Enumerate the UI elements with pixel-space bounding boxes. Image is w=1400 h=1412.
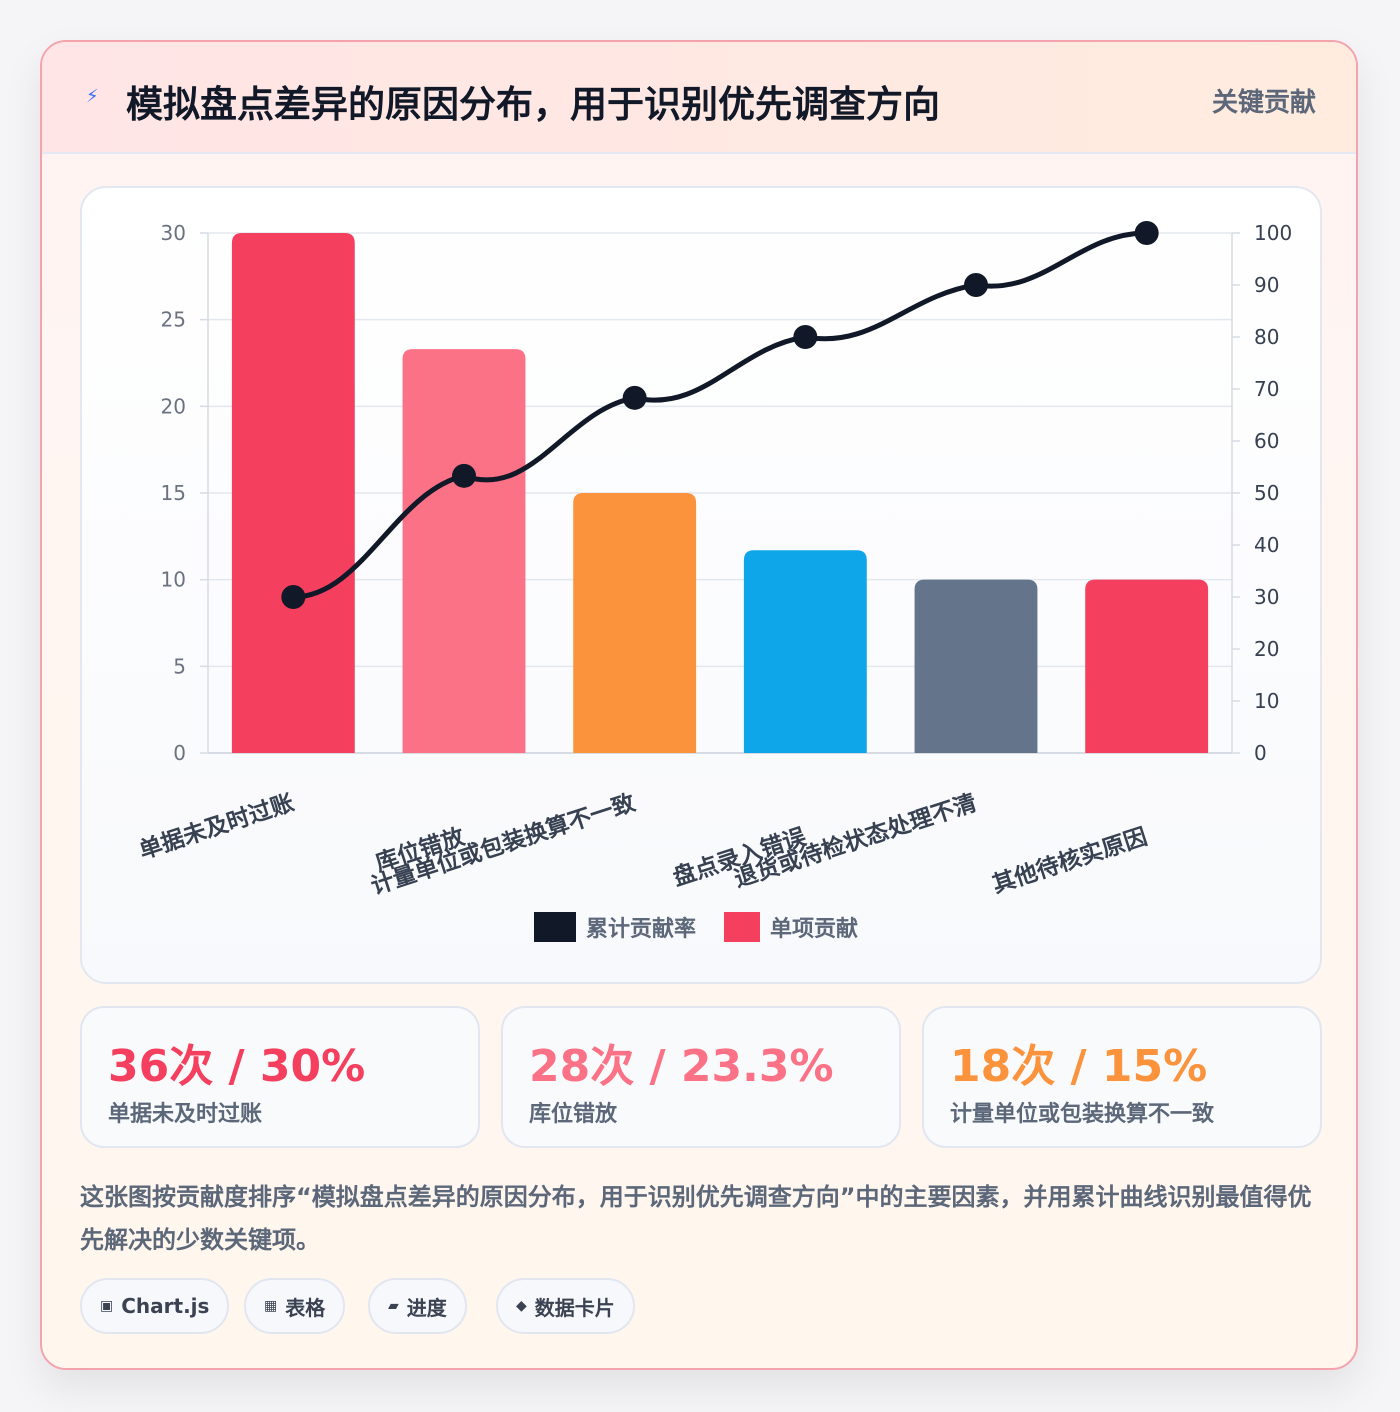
legend-label: 累计贡献率 <box>586 916 696 942</box>
chart-card: ⚡ 模拟盘点差异的原因分布，用于识别优先调查方向 关键贡献 0 5 10 15 20 25… <box>40 40 1358 1370</box>
y-left-tick-label: 5 <box>173 654 186 678</box>
cumulative-point <box>964 273 988 297</box>
stat-label: 计量单位或包装换算不一致 <box>950 1102 1215 1127</box>
legend-swatch <box>724 912 760 942</box>
y-right-tick-label: 50 <box>1254 481 1279 505</box>
diamond-icon: ◆ <box>516 1298 527 1314</box>
bar <box>231 233 355 753</box>
bar <box>1085 579 1209 753</box>
y-right-tick-label: 80 <box>1254 325 1279 349</box>
square-icon: ▣ <box>100 1298 114 1314</box>
pill-progress[interactable]: ▰ 进度 <box>368 1278 467 1334</box>
y-right-tick-label: 40 <box>1254 533 1279 557</box>
chart-description: 这张图按贡献度排序“模拟盘点差异的原因分布，用于识别优先调查方向”中的主要因素，… <box>80 1183 1312 1254</box>
pill-table[interactable]: ▦ 表格 <box>244 1278 346 1334</box>
y-right-tick-label: 30 <box>1254 585 1279 609</box>
y-right-tick-label: 60 <box>1254 429 1279 453</box>
cumulative-line <box>293 230 1147 600</box>
x-tick-label: 单据未及时过账 <box>136 790 297 864</box>
pill-label: 数据卡片 <box>534 1295 615 1320</box>
page-title: 模拟盘点差异的原因分布，用于识别优先调查方向 <box>126 83 940 126</box>
grid-icon: ▦ <box>264 1298 278 1314</box>
pill-label: 表格 <box>285 1295 326 1320</box>
y-left-tick-label: 0 <box>173 741 186 765</box>
cumulative-point <box>622 385 647 410</box>
pareto-chart: 0 5 10 15 20 25 30 0 10 20 30 40 50 60 70 80 90 100 单据未及时过… <box>136 221 1292 942</box>
stat-value: 18次 / 15% <box>950 1041 1208 1092</box>
y-right-tick-label: 0 <box>1254 741 1267 765</box>
stat-card-1: 36次 / 30% 单据未及时过账 <box>80 1006 480 1148</box>
stat-value: 36次 / 30% <box>108 1041 366 1092</box>
lightning-icon: ⚡ <box>86 86 99 107</box>
stat-value: 28次 / 23.3% <box>529 1041 834 1092</box>
card-header: ⚡ 模拟盘点差异的原因分布，用于识别优先调查方向 关键贡献 <box>42 42 1356 154</box>
y-left-tick-label: 30 <box>161 221 186 245</box>
stat-card-2: 28次 / 23.3% 库位错放 <box>501 1006 901 1148</box>
pill-label: Chart.js <box>121 1294 210 1318</box>
progress-icon: ▰ <box>388 1298 399 1314</box>
bar <box>914 579 1038 753</box>
y-right-tick-label: 90 <box>1254 273 1279 297</box>
y-left-tick-label: 25 <box>161 308 186 332</box>
cumulative-point <box>281 585 306 609</box>
pill-data-cards[interactable]: ◆ 数据卡片 <box>496 1278 635 1334</box>
bar <box>573 493 697 753</box>
y-left-tick-label: 20 <box>161 394 186 418</box>
key-contribution-badge: 关键贡献 <box>1211 88 1316 118</box>
legend-label: 单项贡献 <box>770 916 858 942</box>
pill-label: 进度 <box>406 1295 447 1320</box>
y-right-tick-label: 70 <box>1254 377 1279 401</box>
chart-panel: 0 5 10 15 20 25 30 0 10 20 30 40 50 60 70 80 90 100 单据未及时过… <box>80 186 1322 984</box>
stat-label: 单据未及时过账 <box>108 1102 263 1127</box>
y-right-tick-label: 20 <box>1254 637 1279 661</box>
y-right-tick-label: 10 <box>1254 689 1279 713</box>
stat-label: 库位错放 <box>529 1102 618 1127</box>
legend-swatch <box>534 912 576 942</box>
y-left-tick-label: 10 <box>161 568 186 592</box>
cumulative-point <box>452 463 476 488</box>
cumulative-point <box>793 325 818 349</box>
x-tick-label: 其他待核实原因 <box>989 823 1150 898</box>
cumulative-point <box>1134 221 1159 245</box>
y-right-tick-label: 100 <box>1254 221 1292 245</box>
pill-chartjs[interactable]: ▣ Chart.js <box>80 1278 230 1334</box>
bar <box>743 550 867 753</box>
bar <box>402 349 526 753</box>
stat-card-3: 18次 / 15% 计量单位或包装换算不一致 <box>922 1006 1322 1148</box>
y-left-tick-label: 15 <box>161 481 186 505</box>
